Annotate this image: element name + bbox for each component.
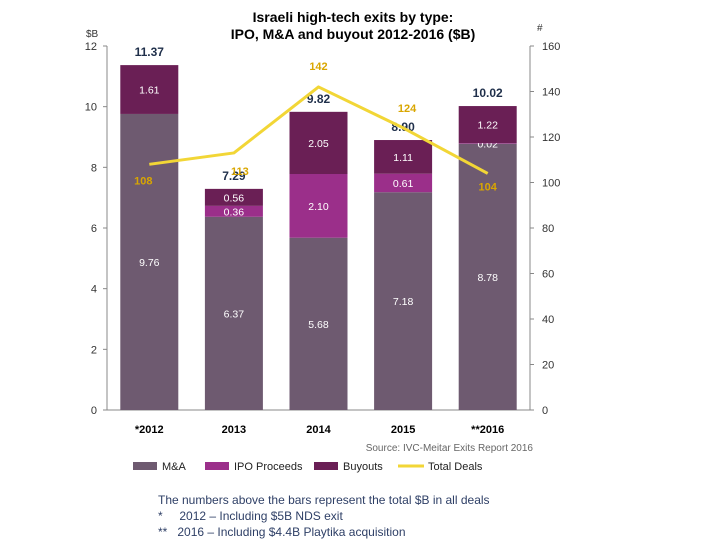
category-label: **2016 (471, 424, 504, 436)
legend-label: IPO Proceeds (234, 461, 303, 473)
left-tick-label: 10 (85, 102, 97, 114)
left-tick-label: 2 (91, 344, 97, 356)
right-tick-label: 140 (542, 87, 560, 99)
segment-value-label: 5.68 (308, 319, 329, 331)
bar-segment (204, 216, 263, 410)
footnote-totals: The numbers above the bars represent the… (158, 493, 490, 507)
left-tick-label: 8 (91, 162, 97, 174)
footnote-2016: ** 2016 – Including $4.4B Playtika acqui… (158, 525, 406, 539)
right-axis: 0 20 40 60 80 100 120 140 160 (529, 41, 560, 417)
right-tick-label: 160 (542, 41, 560, 53)
right-tick-label: 80 (542, 223, 554, 235)
right-tick-label: 60 (542, 269, 554, 281)
legend-swatch (133, 462, 157, 470)
segment-value-label: 8.78 (477, 272, 498, 284)
bar-segment (374, 192, 433, 410)
bar-segment (289, 174, 348, 238)
total-deals-label: 113 (231, 166, 249, 178)
segment-value-label: 7.18 (393, 296, 414, 308)
category-labels: *2012 2013 2014 2015 **2016 (135, 424, 504, 436)
chart: Israeli high-tech exits by type: IPO, M&… (85, 9, 561, 473)
total-deals-label: 124 (398, 103, 417, 115)
right-tick-label: 0 (542, 405, 548, 417)
bar-segment (458, 106, 517, 144)
total-deals-line-layer: 108 113 142 124 104 (134, 61, 498, 193)
bar-segment (120, 65, 179, 114)
right-axis-unit: # (537, 23, 543, 34)
segment-value-label: 1.11 (393, 152, 413, 164)
bar-segment (374, 173, 433, 193)
category-label: 2013 (222, 424, 246, 436)
bar-total-label: 10.02 (473, 86, 503, 100)
bar-segment (289, 111, 348, 175)
segment-value-label: 0.56 (224, 192, 245, 204)
left-tick-label: 6 (91, 223, 97, 235)
segment-value-label: 0.61 (393, 178, 414, 190)
source-note: Source: IVC-Meitar Exits Report 2016 (366, 443, 534, 454)
segment-value-label: 1.22 (477, 120, 498, 132)
bar-segment (289, 237, 348, 410)
segment-value-label: 0.36 (224, 206, 245, 218)
bar-segment (204, 205, 263, 217)
right-tick-label: 20 (542, 360, 554, 372)
bar-segment (374, 140, 433, 174)
bar-total-label: 11.37 (135, 45, 165, 59)
total-deals-label: 142 (309, 61, 327, 73)
left-tick-label: 0 (91, 405, 97, 417)
left-axis-unit: $B (86, 29, 99, 40)
bar-segment (458, 143, 517, 144)
segment-value-label: 6.37 (224, 308, 245, 320)
bar-total-label: 9.82 (307, 92, 331, 106)
category-label: 2015 (391, 424, 415, 436)
chart-title-line-2: IPO, M&A and buyout 2012-2016 ($B) (231, 26, 476, 42)
chart-title-line-1: Israeli high-tech exits by type: (253, 9, 454, 25)
segment-value-label: 9.76 (139, 257, 160, 269)
legend-swatch (205, 462, 229, 470)
bar-segment (458, 143, 517, 410)
left-tick-label: 4 (91, 284, 97, 296)
legend: M&A IPO Proceeds Buyouts Total Deals (133, 461, 483, 473)
category-label: *2012 (135, 424, 164, 436)
right-tick-label: 100 (542, 178, 560, 190)
segment-value-label: 1.61 (139, 85, 160, 97)
legend-label: M&A (162, 461, 187, 473)
total-deals-line (149, 85, 489, 175)
footnote-2012: * 2012 – Including $5B NDS exit (158, 509, 343, 523)
total-deals-label: 104 (479, 181, 498, 193)
footnotes: The numbers above the bars represent the… (158, 492, 490, 540)
bar-segment (204, 188, 263, 206)
bars: 9.76 1.61 11.37 6.37 0.36 0.56 7.29 5.68 2.10 2.0… (120, 45, 517, 411)
category-label: 2014 (306, 424, 331, 436)
right-tick-label: 40 (542, 314, 554, 326)
bar-total-label: 7.29 (222, 169, 246, 183)
total-deals-label: 108 (134, 175, 152, 187)
left-tick-label: 12 (85, 41, 97, 53)
right-tick-label: 120 (542, 132, 560, 144)
legend-label: Total Deals (428, 461, 483, 473)
legend-swatch (314, 462, 338, 470)
segment-value-label: 2.05 (308, 138, 329, 150)
legend-label: Buyouts (343, 461, 383, 473)
segment-value-label: 2.10 (308, 201, 329, 213)
